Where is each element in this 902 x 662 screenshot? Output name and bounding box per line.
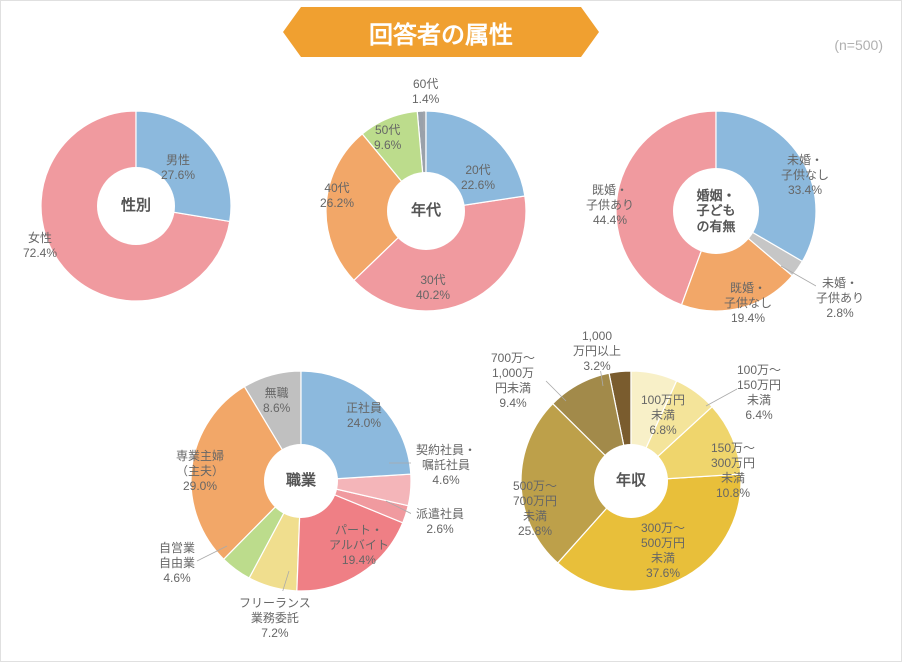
pie-center-occupation: 職業 bbox=[264, 444, 338, 518]
pie-center-age: 年代 bbox=[387, 172, 465, 250]
lbl-occ-shufu: 専業主婦（主夫）29.0% bbox=[176, 449, 224, 494]
chart-occupation: 職業 正社員24.0% 契約社員・嘱託社員4.6% 派遣社員2.6% パート・ア… bbox=[191, 371, 411, 591]
lbl-inc-700: 500万～700万円未満25.8% bbox=[513, 479, 557, 539]
lbl-inc-1000: 700万～1,000万円未満9.4% bbox=[491, 351, 535, 411]
lbl-occ-keiyaku: 契約社員・嘱託社員4.6% bbox=[416, 443, 476, 488]
pie-center-marital: 婚姻・子どもの有無 bbox=[673, 168, 759, 254]
lbl-gender-female: 女性72.4% bbox=[23, 231, 57, 261]
lbl-age-20: 20代22.6% bbox=[461, 163, 495, 193]
lbl-marital-s-nc: 未婚・子供なし33.4% bbox=[781, 153, 829, 198]
lbl-occ-jieigyou: 自営業自由業4.6% bbox=[159, 541, 195, 586]
lbl-inc-150: 100万～150万円未満6.4% bbox=[737, 363, 781, 423]
lbl-marital-m-nc: 既婚・子供なし19.4% bbox=[724, 281, 772, 326]
lbl-age-60: 60代1.4% bbox=[412, 77, 439, 107]
lbl-occ-freelance: フリーランス業務委託7.2% bbox=[239, 596, 311, 641]
lbl-inc-500: 300万～500万円未満37.6% bbox=[641, 521, 685, 581]
lbl-occ-haken: 派遣社員2.6% bbox=[416, 507, 464, 537]
lbl-gender-male: 男性27.6% bbox=[161, 153, 195, 183]
lbl-occ-part: パート・アルバイト19.4% bbox=[329, 523, 389, 568]
charts-container: 性別 男性27.6% 女性72.4% 年代 20代22.6% 30代40.2% … bbox=[1, 1, 901, 661]
lbl-marital-m-c: 既婚・子供あり44.4% bbox=[586, 183, 634, 228]
chart-gender: 性別 男性27.6% 女性72.4% bbox=[41, 111, 231, 301]
lbl-occ-seishain: 正社員24.0% bbox=[346, 401, 382, 431]
lbl-occ-mushoku: 無職8.6% bbox=[263, 386, 290, 416]
chart-marital: 婚姻・子どもの有無 未婚・子供なし33.4% 未婚・子供あり2.8% 既婚・子供… bbox=[616, 111, 816, 311]
lbl-age-50: 50代9.6% bbox=[374, 123, 401, 153]
pie-center-income: 年収 bbox=[594, 444, 668, 518]
lbl-inc-100: 100万円未満6.8% bbox=[641, 393, 685, 438]
lbl-age-40: 40代26.2% bbox=[320, 181, 354, 211]
lbl-inc-300: 150万～300万円未満10.8% bbox=[711, 441, 755, 501]
chart-age: 年代 20代22.6% 30代40.2% 40代26.2% 50代9.6% 60… bbox=[326, 111, 526, 311]
lbl-inc-over: 1,000万円以上3.2% bbox=[573, 329, 621, 374]
lbl-age-30: 30代40.2% bbox=[416, 273, 450, 303]
chart-income: 年収 100万円未満6.8% 100万～150万円未満6.4% 150万～300… bbox=[521, 371, 741, 591]
lbl-marital-s-c: 未婚・子供あり2.8% bbox=[816, 276, 864, 321]
